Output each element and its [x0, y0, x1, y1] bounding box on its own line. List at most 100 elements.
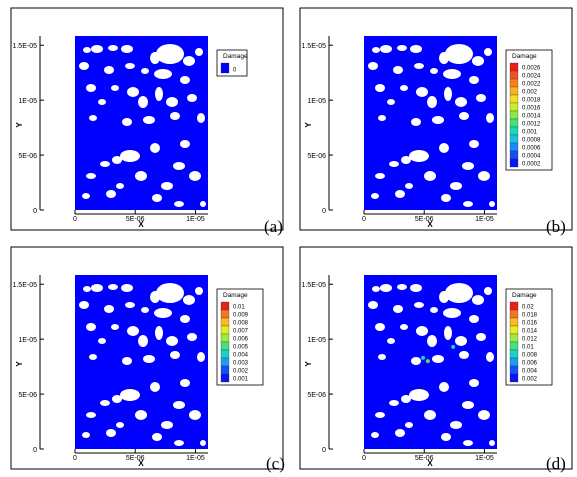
- panel-a: 0 5E-06 1E-05 1.5E-05 0 5E-06 1E-05 X Y Damage 0 (…: [0, 0, 288, 238]
- pore-region: [400, 85, 408, 91]
- pore-region: [395, 429, 405, 437]
- legend-swatch: [509, 102, 519, 112]
- pore-region: [166, 97, 178, 107]
- pore-region: [166, 336, 178, 346]
- legend-level-label: 0.006: [522, 361, 538, 367]
- pore-region: [401, 395, 411, 403]
- panel-c: 0 5E-06 1E-05 1.5E-05 0 5E-06 1E-05 X Y Damage 0.0…: [0, 239, 288, 477]
- legend-swatch: [509, 62, 519, 72]
- panel-label-b: (b): [546, 217, 566, 236]
- pore-region: [135, 171, 147, 181]
- pore-region: [150, 143, 160, 153]
- pore-region: [463, 440, 473, 446]
- pore-region: [445, 44, 473, 64]
- pore-region: [155, 87, 163, 101]
- legend-level-label: 0.014: [522, 329, 538, 335]
- pore-region: [414, 302, 424, 308]
- pore-region: [127, 326, 139, 336]
- pore-region: [443, 308, 461, 318]
- pore-region: [372, 47, 380, 53]
- legend-swatch: [509, 86, 519, 96]
- legend-level-label: 0.009: [233, 313, 249, 319]
- pore-region: [409, 389, 429, 401]
- legend-level-label: 0.02: [522, 305, 534, 311]
- pore-region: [86, 84, 96, 92]
- pore-region: [111, 324, 119, 330]
- pore-region: [187, 94, 197, 102]
- legend-swatch: [509, 70, 519, 80]
- chart-b-svg: 0 5E-06 1E-05 1.5E-05 0 5E-06 1E-05 X Y Damage 0.0…: [299, 7, 573, 231]
- pore-region: [484, 48, 492, 56]
- legend-title: Damage: [223, 53, 248, 60]
- legend-swatch: [509, 78, 519, 88]
- plot-frame: [10, 7, 284, 231]
- legend-level-label: 0.002: [522, 90, 538, 96]
- legend-level-label: 0.008: [522, 353, 538, 359]
- damage-hotspot: [421, 355, 426, 360]
- legend-swatch: [509, 325, 519, 335]
- legend-swatch: [509, 365, 519, 375]
- pore-region: [100, 400, 110, 406]
- pore-region: [143, 355, 155, 363]
- pore-region: [141, 307, 149, 313]
- legend-level-label: 0.007: [233, 329, 249, 335]
- pore-region: [478, 171, 490, 181]
- legend-title: Damage: [512, 292, 537, 299]
- pore-region: [89, 115, 97, 121]
- pore-region: [476, 333, 486, 341]
- y-tick-label: 1E-05: [18, 98, 37, 105]
- pore-region: [400, 324, 408, 330]
- pore-region: [368, 62, 378, 70]
- legend-level-label: 0.0004: [522, 154, 541, 160]
- legend-level-label: 0.001: [522, 130, 538, 136]
- pore-region: [125, 63, 135, 69]
- pore-region: [125, 302, 135, 308]
- pore-region: [79, 301, 89, 309]
- legend-level-label: 0.018: [522, 313, 538, 319]
- pore-region: [478, 410, 490, 420]
- pore-region: [86, 412, 96, 418]
- pore-region: [427, 335, 437, 347]
- plot-frame: [299, 7, 573, 231]
- x-axis-label: X: [427, 220, 433, 229]
- pore-region: [459, 351, 469, 359]
- legend-swatch: [220, 62, 230, 74]
- y-tick-label: 0: [322, 447, 326, 454]
- legend-swatch: [220, 373, 230, 383]
- legend-level-label: 0.003: [233, 361, 249, 367]
- pore-region: [405, 422, 413, 428]
- pore-region: [444, 87, 452, 101]
- pore-region: [432, 355, 444, 363]
- pore-region: [174, 440, 184, 446]
- pore-region: [83, 47, 91, 53]
- x-tick-label: 0: [73, 216, 77, 223]
- pore-region: [100, 161, 110, 167]
- legend-swatch: [509, 110, 519, 120]
- pore-region: [104, 305, 114, 313]
- legend-swatch: [509, 94, 519, 104]
- pore-region: [82, 193, 90, 199]
- pore-region: [135, 410, 147, 420]
- pore-region: [155, 326, 163, 340]
- pore-region: [116, 422, 124, 428]
- plot-frame: [299, 246, 573, 470]
- x-axis-label: X: [138, 220, 144, 229]
- y-tick-label: 0: [322, 208, 326, 215]
- pore-region: [476, 94, 486, 102]
- panel-d: 0 5E-06 1E-05 1.5E-05 0 5E-06 1E-05 X Y Damage 0.0…: [289, 239, 577, 477]
- pore-region: [411, 357, 421, 365]
- legend-level-label: 0.0014: [522, 114, 541, 120]
- x-axis-label: X: [427, 459, 433, 468]
- pore-region: [416, 87, 428, 97]
- pore-region: [200, 440, 206, 446]
- pore-region: [424, 171, 436, 181]
- pore-region: [375, 84, 385, 92]
- pore-region: [389, 400, 399, 406]
- pore-region: [170, 112, 180, 120]
- x-tick-label: 0: [73, 455, 77, 462]
- legend-swatch: [220, 317, 230, 327]
- legend-swatch: [220, 349, 230, 359]
- pore-region: [472, 56, 484, 66]
- y-axis-label: Y: [15, 361, 24, 367]
- pore-region: [173, 162, 185, 170]
